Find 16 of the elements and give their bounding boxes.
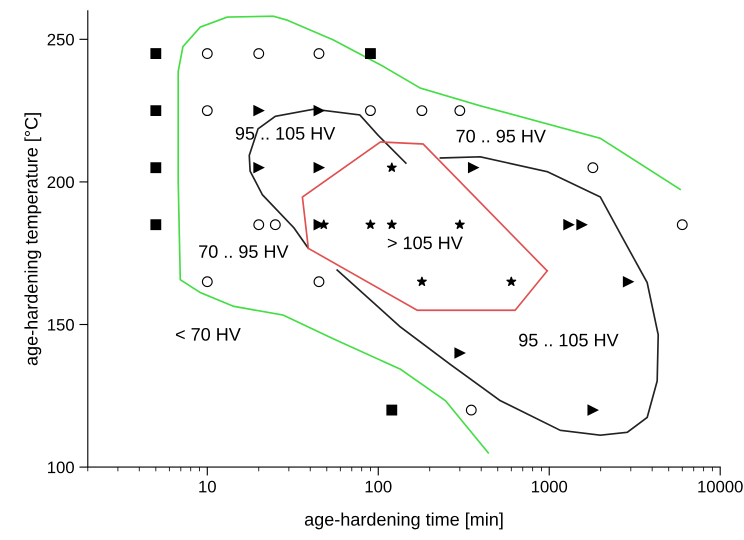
annotation: 95 .. 105 HV (236, 126, 336, 140)
x-tick-label: 100 (366, 480, 392, 493)
x-tick-label: 1000 (532, 480, 568, 493)
y-tick-label: 100 (48, 462, 74, 474)
annotation: < 70 HV (176, 328, 241, 341)
annotation: 70 .. 95 HV (199, 245, 288, 258)
x-axis-title: age-hardening time [min] (304, 512, 503, 530)
annotation: 70 .. 95 HV (456, 130, 546, 142)
y-tick-label: 250 (48, 34, 74, 46)
y-axis-title: age-hardening temperature [°C] (24, 113, 42, 366)
y-tick-label: 200 (48, 176, 74, 188)
annotation: > 105 HV (388, 236, 463, 250)
x-tick-label: 10000 (698, 480, 743, 493)
annotation: 95 .. 105 HV (519, 334, 619, 346)
y-tick-label: 150 (48, 318, 74, 331)
x-tick-label: 10 (199, 480, 216, 493)
